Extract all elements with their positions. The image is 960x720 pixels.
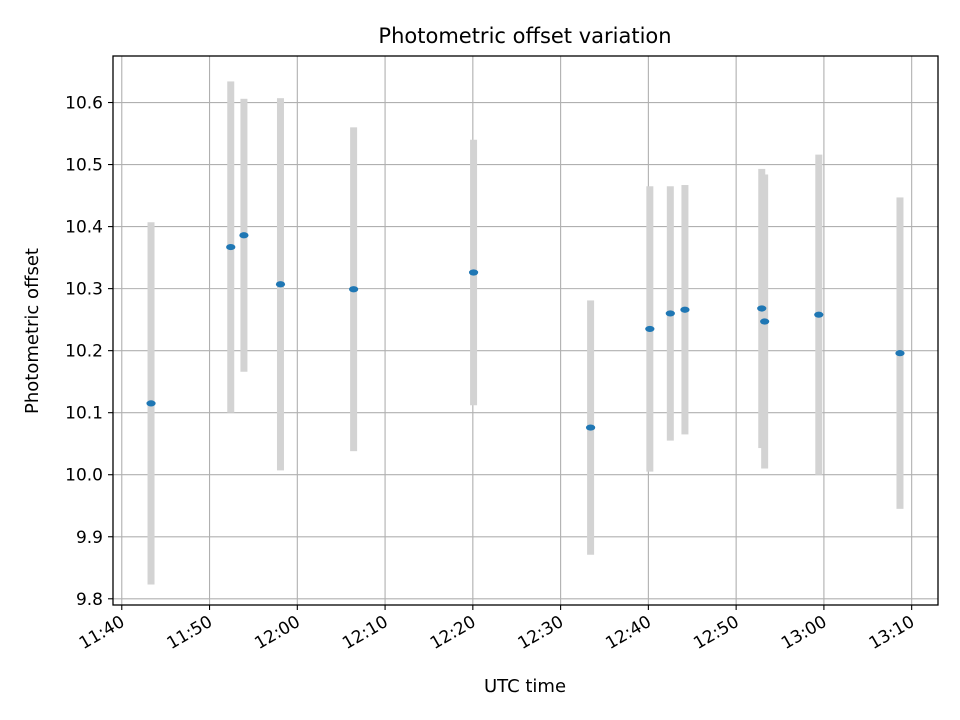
y-axis: 9.8 9.9 10.0 10.1 10.2 10.3 10.4 10.5 10.6 <box>65 94 113 610</box>
data-point <box>814 311 824 318</box>
y-tick-label: 9.8 <box>76 590 103 610</box>
data-point <box>239 232 249 239</box>
x-axis-label: UTC time <box>484 676 566 697</box>
data-point <box>895 350 905 357</box>
data-point <box>146 400 156 407</box>
plot-frame <box>112 55 939 606</box>
y-axis-label: Photometric offset <box>22 248 43 414</box>
y-tick-label: 9.9 <box>76 528 103 548</box>
y-tick-label: 10.5 <box>65 156 103 176</box>
y-tick-label: 10.3 <box>65 280 103 300</box>
data-point <box>275 281 286 288</box>
data-point <box>585 424 596 431</box>
y-tick-label: 10.4 <box>65 218 103 238</box>
y-tick-label: 10.2 <box>65 342 103 362</box>
y-tick-label: 10.0 <box>65 466 103 486</box>
data-point <box>680 306 690 313</box>
data-point <box>760 318 770 325</box>
data-point <box>226 243 236 251</box>
grid <box>113 56 938 605</box>
y-tick-label: 10.1 <box>65 404 103 424</box>
data-points <box>146 232 905 431</box>
data-point <box>349 286 359 293</box>
data-point <box>645 325 655 333</box>
data-point <box>757 305 767 312</box>
data-point <box>468 269 479 276</box>
chart-title: Photometric offset variation <box>378 24 671 48</box>
data-point <box>665 310 675 317</box>
y-tick-label: 10.6 <box>65 94 103 114</box>
